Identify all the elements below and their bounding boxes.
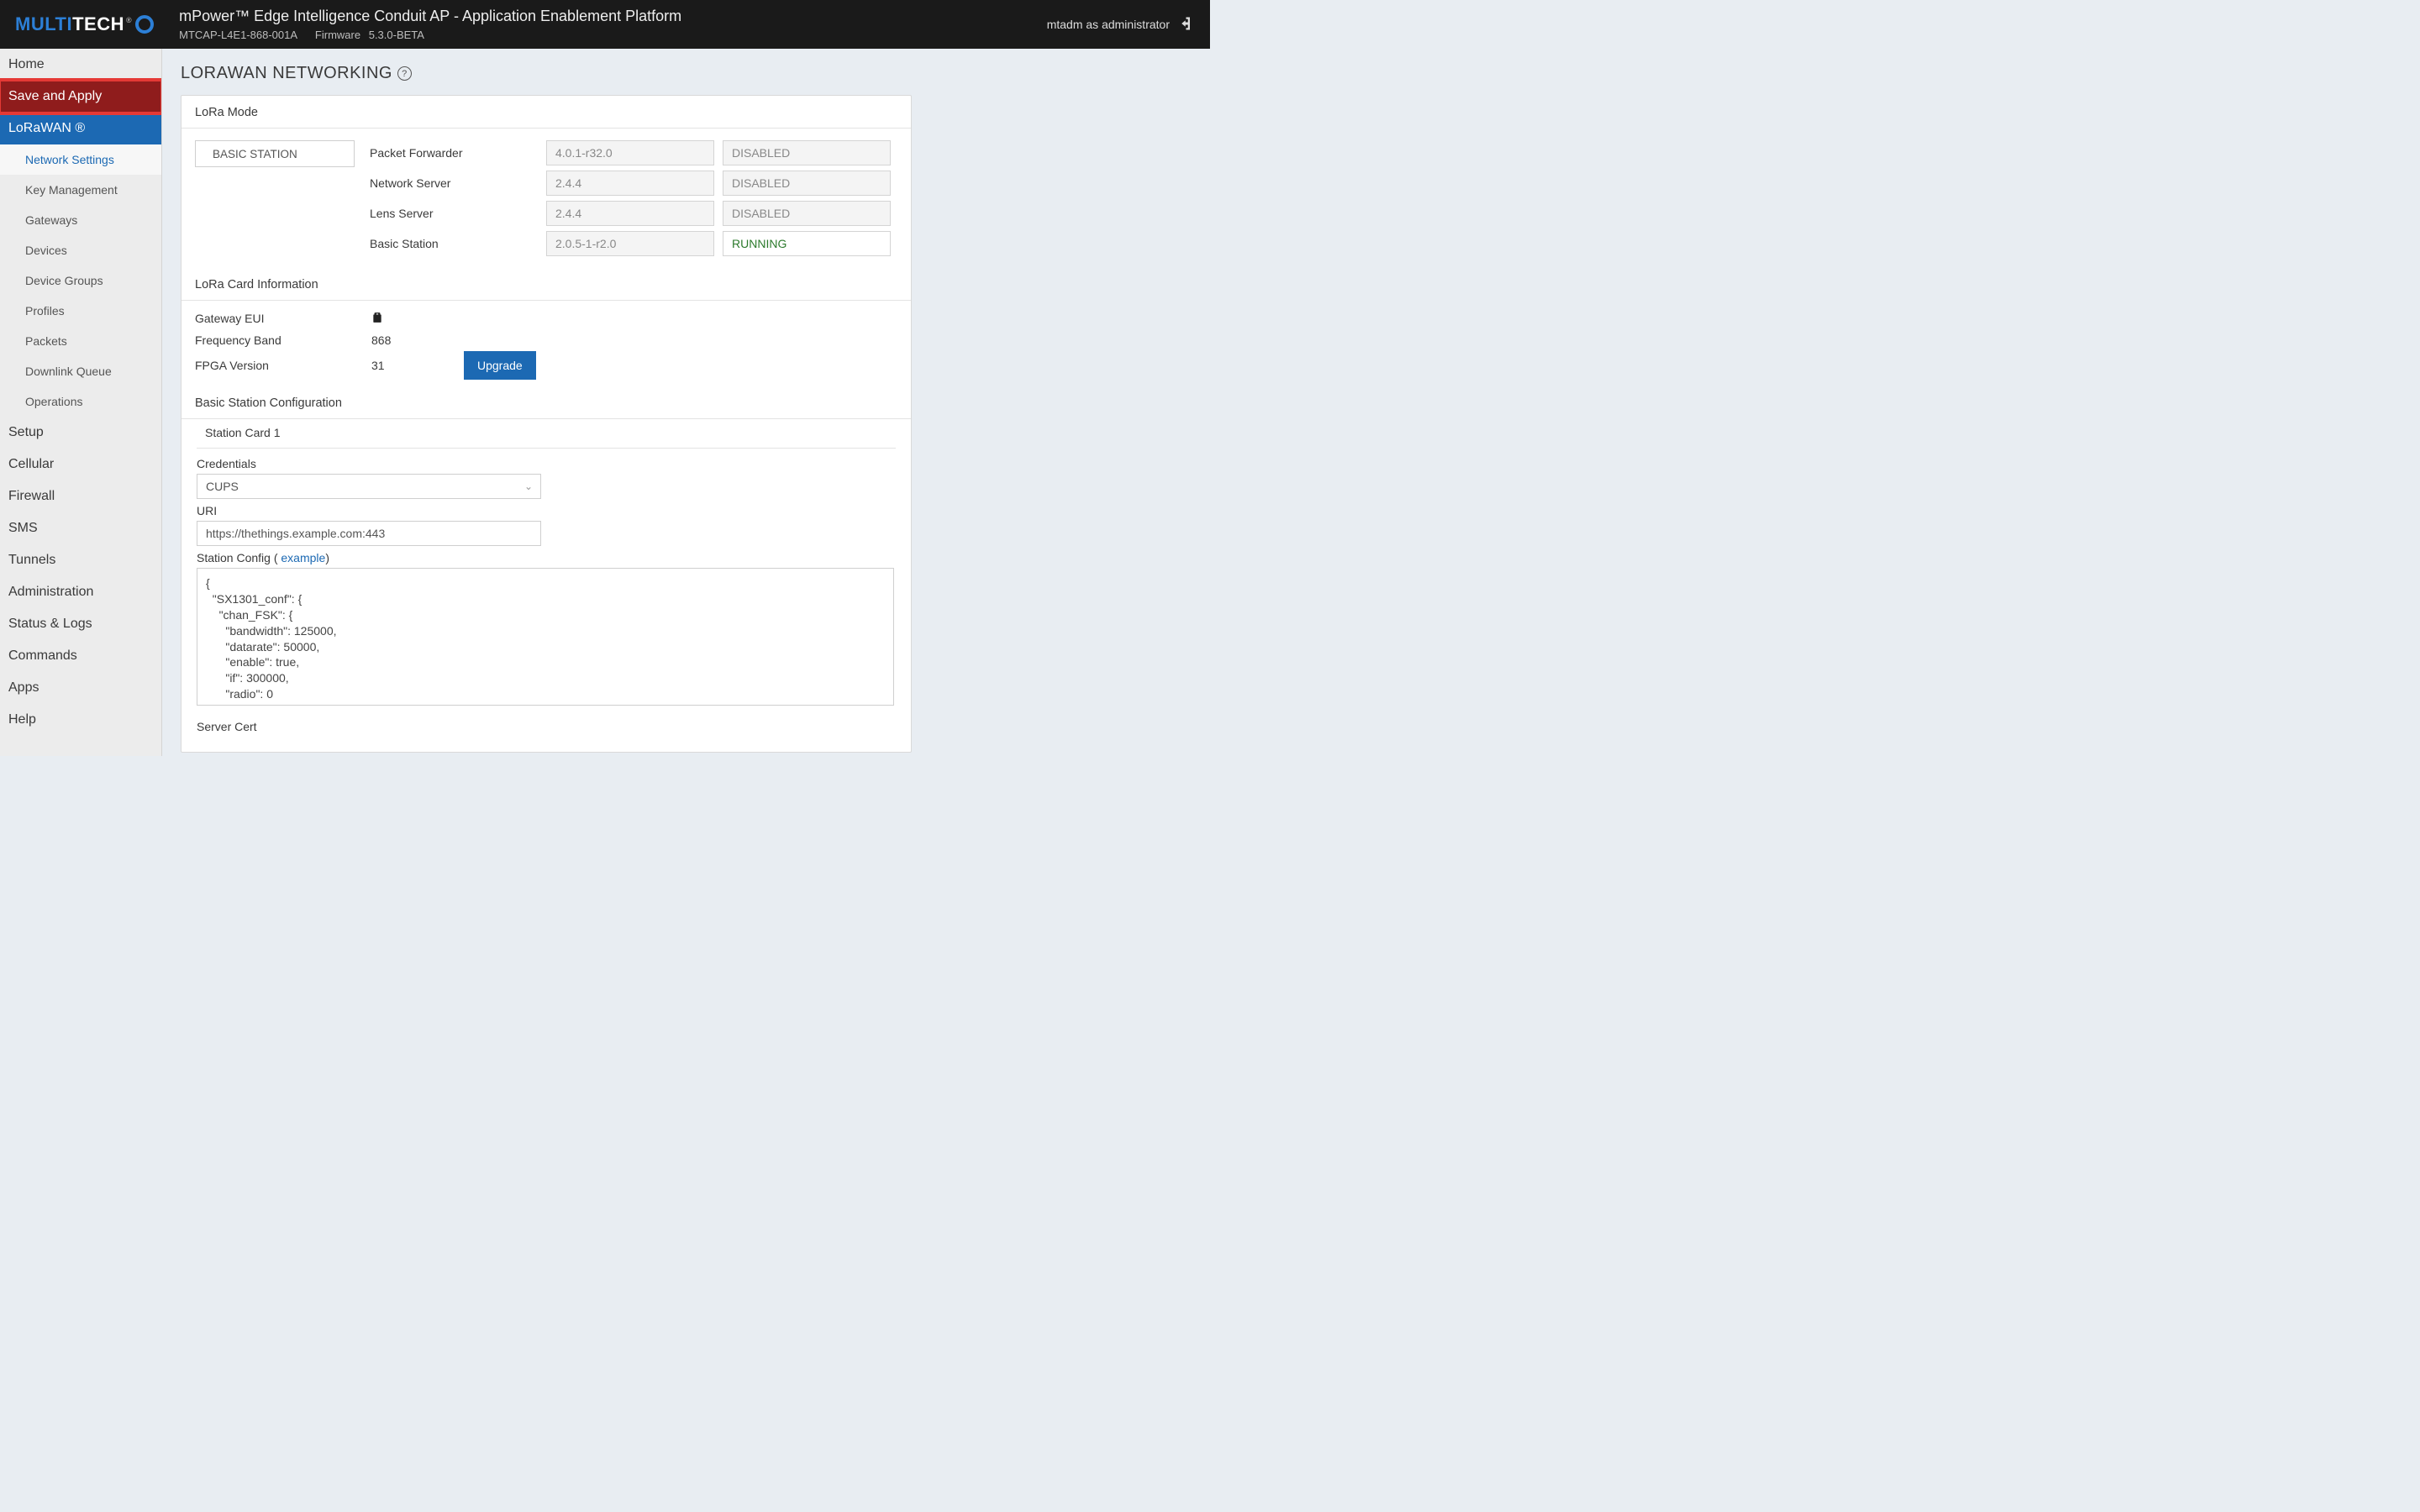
station-config-close: )	[325, 551, 329, 564]
firmware-label: Firmware	[315, 29, 360, 41]
lora-mode-value[interactable]: BASIC STATION	[195, 140, 355, 167]
sidebar: Home Save and Apply LoRaWAN ® Network Se…	[0, 49, 162, 756]
station-config-label-text: Station Config (	[197, 551, 281, 564]
fpga-label: FPGA Version	[195, 359, 371, 372]
sidebar-firewall[interactable]: Firewall	[0, 480, 161, 512]
ns-label: Network Server	[370, 176, 538, 190]
sidebar-key-management[interactable]: Key Management	[0, 175, 161, 205]
sidebar-commands[interactable]: Commands	[0, 640, 161, 672]
sidebar-packets[interactable]: Packets	[0, 326, 161, 356]
sidebar-network-settings[interactable]: Network Settings	[0, 144, 161, 175]
ns-status: DISABLED	[723, 171, 891, 196]
pf-status: DISABLED	[723, 140, 891, 165]
eui-value	[371, 311, 464, 327]
eui-label: Gateway EUI	[195, 312, 371, 325]
sidebar-home[interactable]: Home	[0, 49, 161, 81]
sidebar-cellular[interactable]: Cellular	[0, 449, 161, 480]
clipboard-icon[interactable]	[371, 313, 383, 327]
credentials-select[interactable]	[197, 474, 541, 499]
lens-status: DISABLED	[723, 201, 891, 226]
sidebar-save-apply[interactable]: Save and Apply	[0, 81, 161, 113]
lora-mode-title: LoRa Mode	[182, 96, 911, 129]
firmware-version: 5.3.0-BETA	[369, 29, 424, 41]
sidebar-administration[interactable]: Administration	[0, 576, 161, 608]
sidebar-devices[interactable]: Devices	[0, 235, 161, 265]
sidebar-apps[interactable]: Apps	[0, 672, 161, 704]
logout-icon[interactable]	[1180, 16, 1195, 34]
header-titles: mPower™ Edge Intelligence Conduit AP - A…	[179, 8, 681, 41]
registered-mark: ®	[126, 16, 132, 24]
product-subtitle: MTCAP-L4E1-868-001A Firmware 5.3.0-BETA	[179, 29, 681, 41]
server-cert-label: Server Cert	[197, 720, 896, 733]
station-card-title: Station Card 1	[197, 419, 896, 449]
top-bar: MULTITECH ® mPower™ Edge Intelligence Co…	[0, 0, 1210, 49]
lens-label: Lens Server	[370, 207, 538, 220]
pf-version: 4.0.1-r32.0	[546, 140, 714, 165]
fpga-value: 31	[371, 359, 464, 372]
card-info-title: LoRa Card Information	[182, 268, 911, 301]
pf-label: Packet Forwarder	[370, 146, 538, 160]
bs-label: Basic Station	[370, 237, 538, 250]
page-title-text: LORAWAN NETWORKING	[181, 64, 392, 83]
sidebar-lorawan[interactable]: LoRaWAN ®	[0, 113, 161, 144]
brand-part1: MULTI	[15, 13, 72, 35]
sidebar-device-groups[interactable]: Device Groups	[0, 265, 161, 296]
ns-version: 2.4.4	[546, 171, 714, 196]
sidebar-downlink-queue[interactable]: Downlink Queue	[0, 356, 161, 386]
sidebar-profiles[interactable]: Profiles	[0, 296, 161, 326]
model-number: MTCAP-L4E1-868-001A	[179, 29, 297, 41]
bs-version: 2.0.5-1-r2.0	[546, 231, 714, 256]
bs-status: RUNNING	[723, 231, 891, 256]
freq-label: Frequency Band	[195, 333, 371, 347]
sidebar-help[interactable]: Help	[0, 704, 161, 736]
station-config-label: Station Config ( example)	[197, 551, 896, 564]
station-config-example-link[interactable]: example	[281, 551, 325, 564]
sidebar-sms[interactable]: SMS	[0, 512, 161, 544]
freq-value: 868	[371, 333, 464, 347]
lens-version: 2.4.4	[546, 201, 714, 226]
bs-config-title: Basic Station Configuration	[182, 386, 911, 419]
uri-input[interactable]	[197, 521, 541, 546]
help-icon[interactable]: ?	[397, 66, 412, 81]
sidebar-gateways[interactable]: Gateways	[0, 205, 161, 235]
lorawan-panel: LoRa Mode BASIC STATION Packet Forwarder…	[181, 95, 912, 753]
brand-ring-icon	[135, 15, 154, 34]
sidebar-tunnels[interactable]: Tunnels	[0, 544, 161, 576]
sidebar-status-logs[interactable]: Status & Logs	[0, 608, 161, 640]
upgrade-button[interactable]: Upgrade	[464, 351, 536, 380]
uri-label: URI	[197, 504, 896, 517]
credentials-label: Credentials	[197, 457, 896, 470]
sidebar-operations[interactable]: Operations	[0, 386, 161, 417]
page-title: LORAWAN NETWORKING ?	[181, 64, 1192, 83]
main-content: LORAWAN NETWORKING ? LoRa Mode BASIC STA…	[162, 49, 1210, 756]
brand-part2: TECH	[72, 13, 124, 35]
brand-logo: MULTITECH ®	[15, 13, 154, 35]
product-title: mPower™ Edge Intelligence Conduit AP - A…	[179, 8, 681, 25]
sidebar-setup[interactable]: Setup	[0, 417, 161, 449]
station-config-textarea[interactable]	[197, 568, 894, 706]
current-user: mtadm as administrator	[1047, 18, 1170, 31]
